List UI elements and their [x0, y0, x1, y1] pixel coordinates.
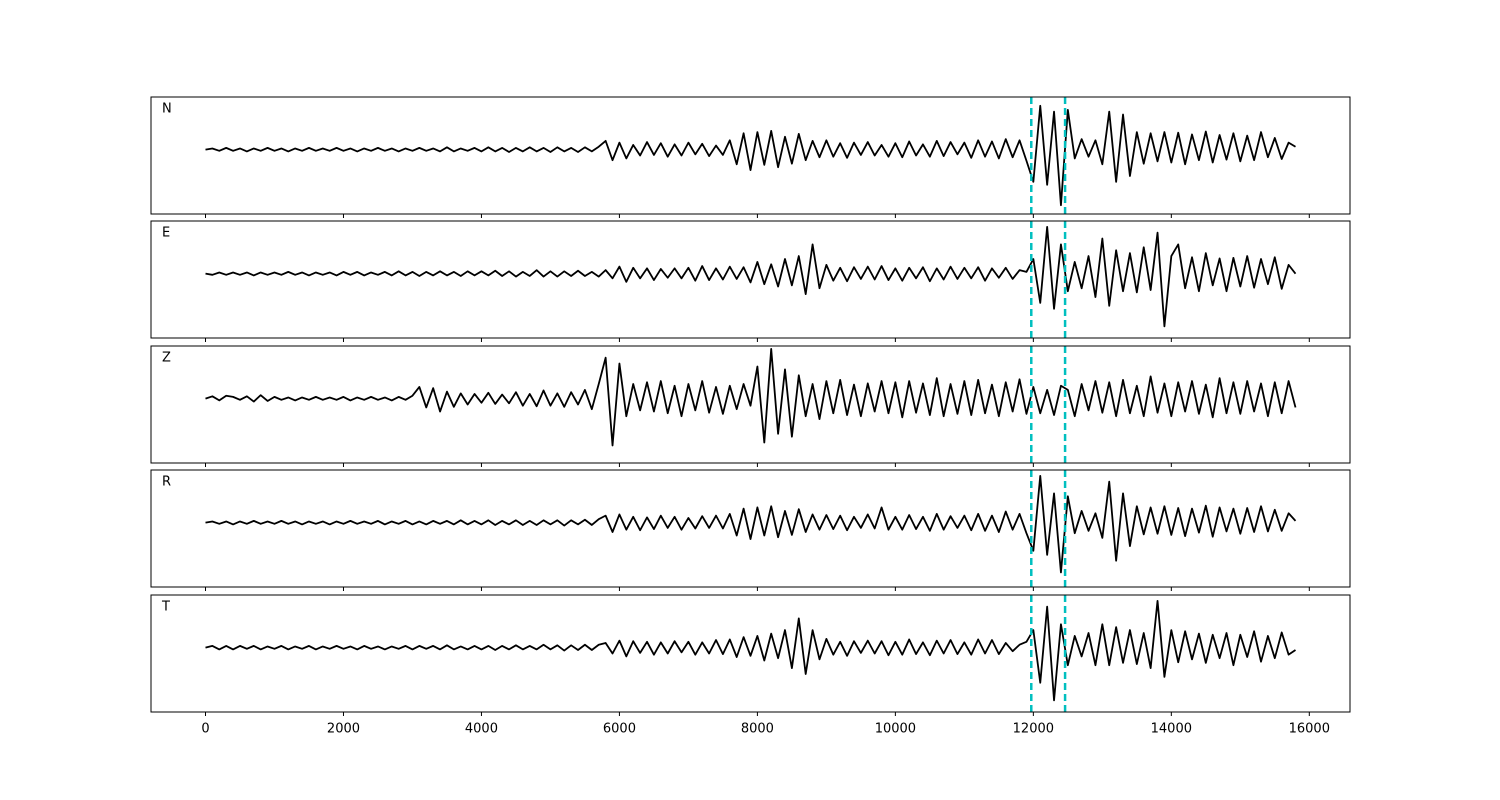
- panel-frame: [150, 594, 1351, 713]
- trace: [205, 225, 1297, 328]
- x-tick-label: 8000: [741, 722, 774, 737]
- panel-label: Z: [162, 351, 171, 366]
- panel-label: N: [162, 102, 172, 117]
- panel-frame: [150, 96, 1351, 215]
- x-tick-label: 0: [201, 722, 209, 737]
- panel-frame: [150, 345, 1351, 464]
- x-tick-label: 16000: [1289, 722, 1330, 737]
- panel-label: E: [162, 226, 170, 241]
- trace: [205, 104, 1296, 207]
- x-tick-label: 12000: [1013, 722, 1054, 737]
- x-tick-label: 2000: [327, 722, 360, 737]
- x-tick-label: 4000: [465, 722, 498, 737]
- panel-frame: [150, 220, 1351, 339]
- x-tick-label: 14000: [1151, 722, 1192, 737]
- panel-label: T: [161, 600, 170, 615]
- trace: [205, 599, 1297, 702]
- trace: [205, 474, 1297, 574]
- x-tick-label: 6000: [603, 722, 636, 737]
- x-tick-label: 10000: [875, 722, 916, 737]
- trace: [205, 348, 1297, 447]
- panel-frame: [150, 469, 1351, 588]
- panel-label: R: [162, 475, 171, 490]
